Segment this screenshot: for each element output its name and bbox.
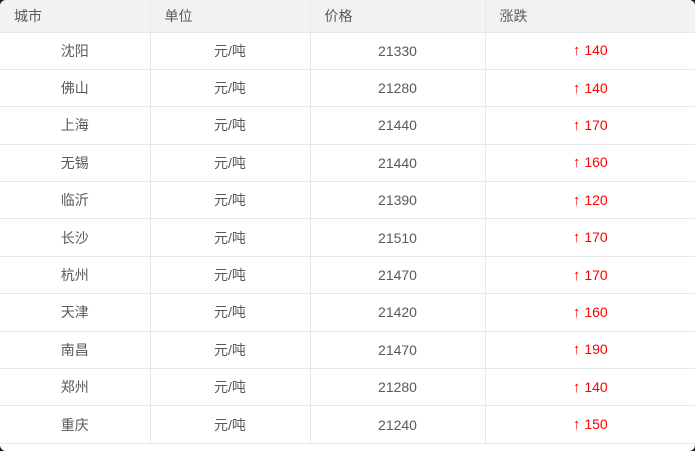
- up-arrow-icon: ↑: [572, 154, 581, 172]
- city-cell: 南昌: [0, 331, 150, 370]
- change-value: 160: [584, 154, 608, 171]
- city-cell: 无锡: [0, 144, 150, 183]
- up-arrow-icon: ↑: [572, 116, 581, 134]
- unit-cell: 元/吨: [149, 331, 310, 370]
- change-value: 160: [584, 303, 608, 320]
- up-arrow-icon: ↑: [572, 378, 581, 396]
- price-cell: 21440: [309, 106, 485, 145]
- table-row: 南昌 元/吨 21470 ↑ 190: [0, 331, 695, 370]
- city-cell: 佛山: [0, 69, 150, 108]
- column-header-price: 价格: [309, 0, 485, 33]
- up-arrow-icon: ↑: [572, 42, 581, 60]
- price-cell: 21510: [309, 218, 485, 257]
- city-cell: 郑州: [0, 368, 150, 407]
- up-arrow-icon: ↑: [572, 229, 581, 247]
- unit-cell: 元/吨: [149, 181, 310, 220]
- change-cell: ↑ 160: [484, 144, 695, 183]
- unit-cell: 元/吨: [149, 69, 310, 108]
- city-cell: 上海: [0, 106, 150, 145]
- change-cell: ↑ 170: [484, 106, 695, 145]
- price-table-body: 沈阳 元/吨 21330 ↑ 140 佛山 元/吨 21280 ↑ 140 上海 元/吨 21440 ↑ 1…: [0, 32, 695, 444]
- change-cell: ↑ 120: [484, 181, 695, 220]
- price-cell: 21440: [309, 144, 485, 183]
- change-cell: ↑ 170: [484, 256, 695, 295]
- change-value: 150: [584, 416, 608, 433]
- unit-cell: 元/吨: [149, 144, 310, 183]
- table-row: 沈阳 元/吨 21330 ↑ 140: [0, 32, 695, 70]
- up-arrow-icon: ↑: [572, 79, 581, 97]
- price-cell: 21420: [309, 293, 485, 332]
- up-arrow-icon: ↑: [572, 416, 581, 434]
- change-value: 140: [584, 378, 608, 395]
- price-cell: 21280: [309, 368, 485, 407]
- change-cell: ↑ 190: [484, 331, 695, 370]
- change-value: 170: [584, 266, 608, 283]
- price-cell: 21470: [309, 256, 485, 295]
- table-row: 天津 元/吨 21420 ↑ 160: [0, 293, 695, 332]
- price-cell: 21390: [309, 181, 485, 220]
- city-cell: 临沂: [0, 181, 150, 220]
- city-cell: 长沙: [0, 218, 150, 257]
- table-row: 长沙 元/吨 21510 ↑ 170: [0, 218, 695, 257]
- city-cell: 沈阳: [0, 32, 150, 70]
- unit-cell: 元/吨: [149, 106, 310, 145]
- table-header-row: 城市 单位 价格 涨跌: [0, 0, 695, 33]
- unit-cell: 元/吨: [149, 368, 310, 407]
- column-header-city: 城市: [0, 0, 150, 33]
- up-arrow-icon: ↑: [572, 191, 581, 209]
- up-arrow-icon: ↑: [572, 341, 581, 359]
- table-row: 上海 元/吨 21440 ↑ 170: [0, 106, 695, 145]
- change-value: 140: [584, 79, 608, 96]
- unit-cell: 元/吨: [149, 32, 310, 70]
- change-value: 170: [584, 229, 608, 246]
- change-cell: ↑ 140: [484, 32, 695, 70]
- column-header-change: 涨跌: [484, 0, 695, 33]
- table-row: 无锡 元/吨 21440 ↑ 160: [0, 144, 695, 183]
- change-cell: ↑ 150: [484, 405, 695, 444]
- city-cell: 重庆: [0, 405, 150, 444]
- change-value: 140: [584, 42, 608, 59]
- table-row: 佛山 元/吨 21280 ↑ 140: [0, 69, 695, 108]
- column-header-unit: 单位: [149, 0, 310, 33]
- table-row: 郑州 元/吨 21280 ↑ 140: [0, 368, 695, 407]
- city-cell: 天津: [0, 293, 150, 332]
- change-cell: ↑ 160: [484, 293, 695, 332]
- table-row: 杭州 元/吨 21470 ↑ 170: [0, 256, 695, 295]
- change-value: 190: [584, 341, 608, 358]
- change-cell: ↑ 140: [484, 368, 695, 407]
- change-cell: ↑ 140: [484, 69, 695, 108]
- up-arrow-icon: ↑: [572, 303, 581, 321]
- unit-cell: 元/吨: [149, 256, 310, 295]
- price-cell: 21330: [309, 32, 485, 70]
- unit-cell: 元/吨: [149, 405, 310, 444]
- table-row: 临沂 元/吨 21390 ↑ 120: [0, 181, 695, 220]
- change-value: 170: [584, 116, 608, 133]
- up-arrow-icon: ↑: [572, 266, 581, 284]
- unit-cell: 元/吨: [149, 218, 310, 257]
- price-cell: 21280: [309, 69, 485, 108]
- price-cell: 21240: [309, 405, 485, 444]
- price-cell: 21470: [309, 331, 485, 370]
- city-cell: 杭州: [0, 256, 150, 295]
- table-row: 重庆 元/吨 21240 ↑ 150: [0, 405, 695, 444]
- change-cell: ↑ 170: [484, 218, 695, 257]
- change-value: 120: [584, 191, 608, 208]
- unit-cell: 元/吨: [149, 293, 310, 332]
